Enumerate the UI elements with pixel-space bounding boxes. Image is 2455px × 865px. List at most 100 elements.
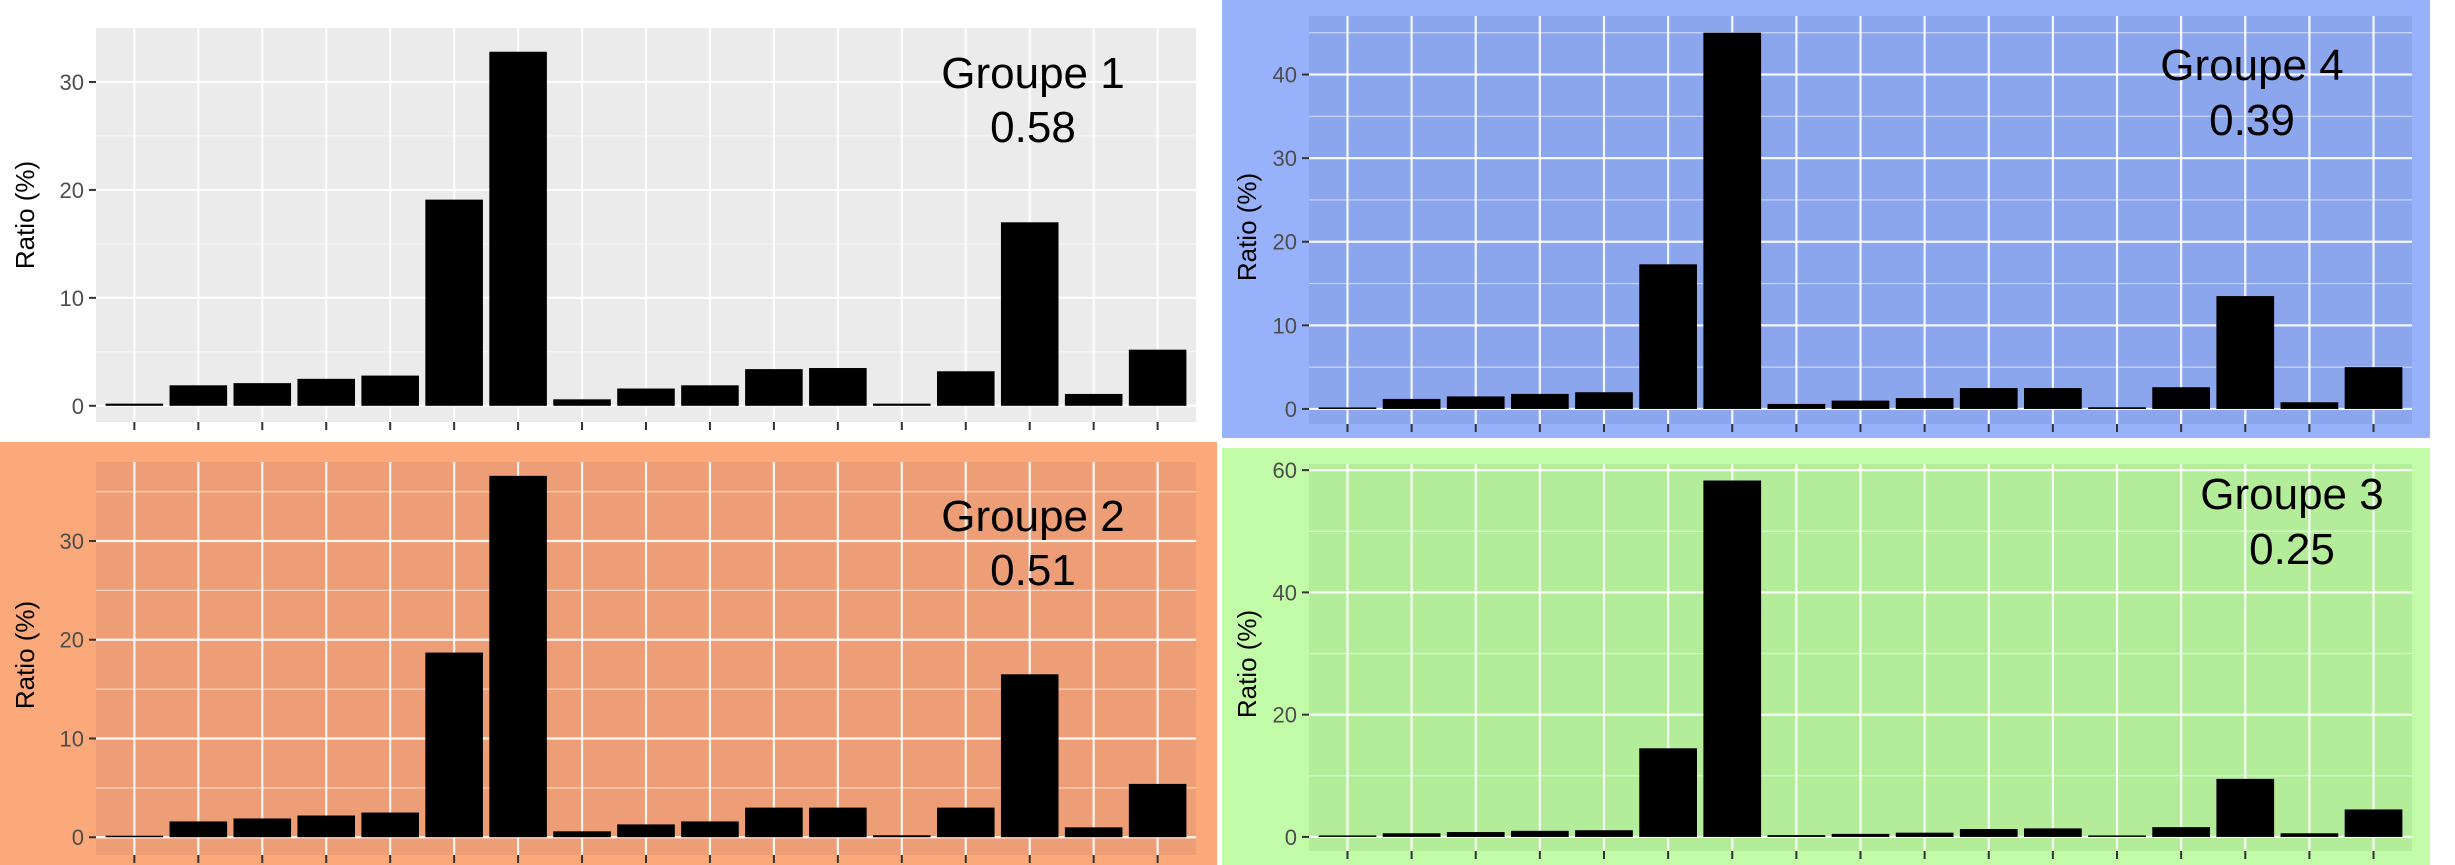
bar xyxy=(1895,398,1954,409)
bar xyxy=(745,807,803,838)
bar xyxy=(745,369,803,406)
bar xyxy=(1831,833,1890,837)
bar xyxy=(1382,833,1441,837)
bar xyxy=(1064,827,1123,838)
y-tick-label: 20 xyxy=(60,178,84,203)
annotation-title: Groupe 4 xyxy=(2160,41,2343,90)
annotation-title: Groupe 2 xyxy=(941,492,1124,541)
bar xyxy=(1703,32,1762,409)
y-tick-label: 30 xyxy=(60,529,84,554)
y-tick-label: 0 xyxy=(1285,397,1297,422)
panel-groupe-3: 0 20 40 60 Ratio (%) Groupe 3 0.25 xyxy=(1222,448,2430,865)
chart-body: 0 20 40 60 xyxy=(1222,448,2430,865)
y-tick-label: 0 xyxy=(1285,825,1297,850)
bar xyxy=(1959,828,2018,837)
ylabel: Ratio (%) xyxy=(1232,173,1262,281)
bar xyxy=(1831,400,1890,409)
bar xyxy=(425,199,483,406)
bar xyxy=(1575,830,1633,837)
panel-groupe-1: 0 10 20 30 Ratio (%) Groupe 1 0.58 xyxy=(0,0,1217,437)
chart-groupe-1: 0 10 20 30 Ratio (%) Groupe 1 0.58 xyxy=(0,0,1217,437)
bar xyxy=(2024,388,2082,409)
y-tick-label: 30 xyxy=(60,70,84,95)
bar xyxy=(809,368,867,406)
bar xyxy=(1064,393,1123,406)
bar xyxy=(297,815,356,838)
bar xyxy=(1511,393,1569,409)
bar xyxy=(2152,387,2210,409)
ylabel: Ratio (%) xyxy=(10,161,40,269)
y-tick-label: 30 xyxy=(1273,146,1297,171)
bar xyxy=(1511,830,1569,837)
bar xyxy=(489,51,547,406)
y-tick-label: 20 xyxy=(1273,230,1297,255)
bar xyxy=(2088,407,2146,409)
bar xyxy=(233,383,292,406)
bar xyxy=(873,835,931,838)
bar xyxy=(1128,783,1187,838)
y-tick-label: 0 xyxy=(72,394,84,419)
y-tick-label: 20 xyxy=(60,628,84,653)
bar xyxy=(1959,388,2018,409)
bar xyxy=(681,821,739,838)
bar xyxy=(1000,222,1059,406)
annotation-value: 0.39 xyxy=(2209,96,2295,145)
chart-body: 0 10 20 30 xyxy=(0,442,1217,865)
bar xyxy=(169,385,228,406)
bar xyxy=(2344,367,2403,409)
bar xyxy=(361,812,419,838)
bar xyxy=(105,403,164,406)
bar xyxy=(1128,349,1187,406)
bar xyxy=(873,403,931,406)
bar xyxy=(2088,835,2146,837)
bar xyxy=(809,807,867,838)
bar xyxy=(1318,407,1377,409)
panel-groupe-4: 0 10 20 30 40 Ratio (%) Groupe 4 0.39 xyxy=(1222,0,2430,438)
bar xyxy=(1639,264,1697,409)
bar xyxy=(297,378,356,406)
y-tick-label: 10 xyxy=(1273,313,1297,338)
chart-groupe-2: 0 10 20 30 Ratio (%) Groupe 2 0.51 xyxy=(0,442,1217,865)
bar xyxy=(936,371,995,406)
bar xyxy=(2152,827,2210,837)
bar xyxy=(1000,674,1059,838)
bar xyxy=(1446,832,1505,837)
chart-groupe-4: 0 10 20 30 40 Ratio (%) Groupe 4 0.39 xyxy=(1222,0,2430,438)
bar xyxy=(553,399,611,406)
bar xyxy=(1639,748,1697,837)
bar xyxy=(681,385,739,406)
bar xyxy=(1767,835,1826,837)
chart-body: 0 10 20 30 xyxy=(0,0,1217,437)
y-tick-label: 10 xyxy=(60,286,84,311)
y-tick-label: 0 xyxy=(72,825,84,850)
y-tick-label: 60 xyxy=(1273,458,1297,483)
bar xyxy=(2216,778,2275,837)
bar xyxy=(1895,832,1954,837)
annotation-value: 0.58 xyxy=(990,103,1076,152)
bar xyxy=(1446,396,1505,409)
bar xyxy=(169,821,228,838)
bar xyxy=(425,652,483,838)
bar xyxy=(105,835,164,838)
annotation-title: Groupe 3 xyxy=(2200,470,2383,519)
bar xyxy=(1575,392,1633,409)
bar xyxy=(233,818,292,838)
bar xyxy=(361,375,419,406)
bar xyxy=(2280,833,2339,837)
y-tick-label: 40 xyxy=(1273,580,1297,605)
y-tick-label: 40 xyxy=(1273,63,1297,88)
bar xyxy=(936,807,995,838)
bar xyxy=(617,388,675,406)
ylabel: Ratio (%) xyxy=(1232,610,1262,718)
bar xyxy=(2344,809,2403,837)
annotation-value: 0.51 xyxy=(990,546,1076,595)
chart-groupe-3: 0 20 40 60 Ratio (%) Groupe 3 0.25 xyxy=(1222,448,2430,865)
y-tick-label: 20 xyxy=(1273,703,1297,728)
bar xyxy=(617,824,675,838)
annotation-value: 0.25 xyxy=(2249,525,2335,574)
chart-body: 0 10 20 30 40 xyxy=(1222,0,2430,438)
bar xyxy=(1318,835,1377,837)
ylabel: Ratio (%) xyxy=(10,601,40,709)
bar xyxy=(2024,828,2082,837)
